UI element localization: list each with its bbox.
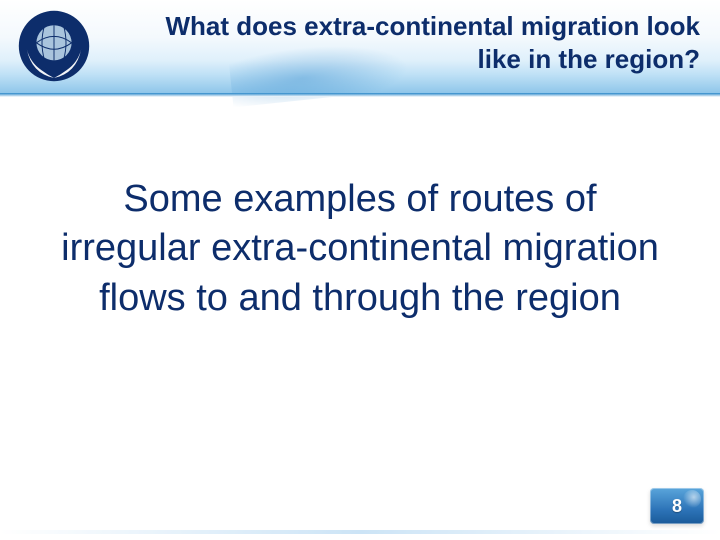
page-number: 8 — [672, 496, 682, 517]
slide-title: What does extra-continental migration lo… — [120, 10, 700, 75]
footer-decoration-line — [0, 530, 720, 534]
iom-logo-icon — [14, 6, 94, 86]
slide-body-text: Some examples of routes of irregular ext… — [60, 175, 660, 323]
iom-logo — [14, 6, 94, 86]
page-number-badge: 8 — [650, 488, 704, 524]
slide: What does extra-continental migration lo… — [0, 0, 720, 540]
